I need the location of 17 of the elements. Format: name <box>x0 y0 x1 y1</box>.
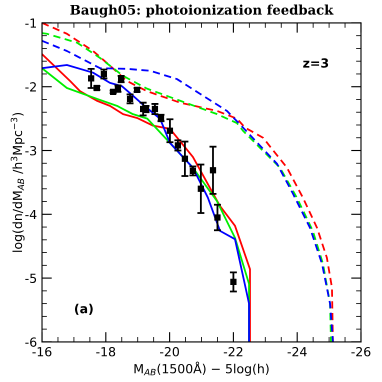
y-tick-label: -5 <box>25 274 36 284</box>
x-tick-label: -22 <box>224 346 242 356</box>
y-tick-label: -3 <box>25 146 36 156</box>
annotation: (a) <box>74 304 93 315</box>
y-tick-label: -2 <box>25 82 36 92</box>
x-tick-label: -18 <box>96 346 116 356</box>
x-tick-label: -24 <box>288 346 307 356</box>
x-tick-label: -16 <box>32 346 52 356</box>
x-tick-label: -26 <box>351 346 370 356</box>
chart-title: Baugh05: photoionization feedback <box>70 4 334 18</box>
y-axis-title: log(dn/dM$_{AB}$ /h$^{3}$Mpc$^{−3}$) <box>10 112 25 252</box>
y-tick-label: -1 <box>25 18 36 28</box>
y-tick-label: -4 <box>25 210 36 220</box>
annotation: z=3 <box>303 58 328 68</box>
y-tick-label: -6 <box>25 337 36 347</box>
x-tick-label: -20 <box>160 346 179 356</box>
x-axis-title: M$_{AB}$(1500Å) − 5log(h) <box>134 362 269 376</box>
